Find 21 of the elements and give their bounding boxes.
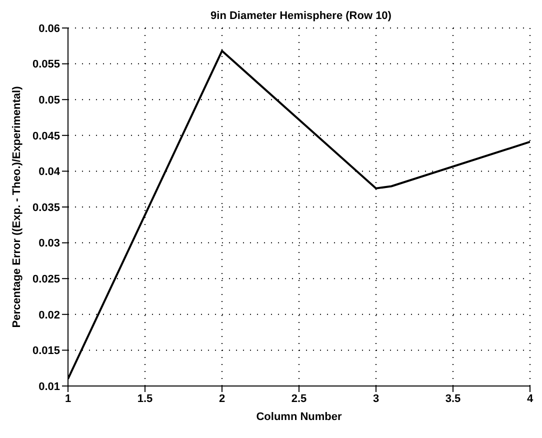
y-tick-label: 0.04 <box>38 166 61 178</box>
y-tick-label: 0.06 <box>38 22 60 35</box>
y-tick-label: 0.01 <box>38 380 60 393</box>
y-tick-label: 0.035 <box>32 202 60 214</box>
y-tick-label: 0.03 <box>38 238 60 250</box>
x-tick-label: 1.5 <box>137 392 153 405</box>
y-tick-label: 0.055 <box>32 58 60 71</box>
x-tick-label: 4 <box>526 392 534 405</box>
x-tick-label: 3.5 <box>445 392 461 405</box>
x-tick-label: 1 <box>64 392 72 405</box>
y-tick-label: 0.02 <box>38 309 60 322</box>
x-tick-label: 3 <box>372 392 380 405</box>
x-tick-label: 2 <box>218 392 226 405</box>
y-tick-label: 0.025 <box>32 274 60 286</box>
x-axis-title: Column Number <box>256 411 342 423</box>
y-tick-label: 0.05 <box>38 94 60 107</box>
y-axis-title: Percentage Error ((Exp. - Theo.)/Experimental) <box>10 86 23 328</box>
y-tick-label: 0.045 <box>32 130 60 142</box>
x-tick-label: 2.5 <box>291 392 307 405</box>
y-tick-label: 0.015 <box>32 345 60 358</box>
chart-title: 9in Diameter Hemisphere (Row 10) <box>210 10 392 22</box>
